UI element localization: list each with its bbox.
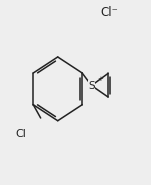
Text: S: S <box>88 81 95 91</box>
Text: +: + <box>97 76 103 82</box>
Text: Cl: Cl <box>15 130 26 139</box>
Text: Cl⁻: Cl⁻ <box>101 6 119 19</box>
